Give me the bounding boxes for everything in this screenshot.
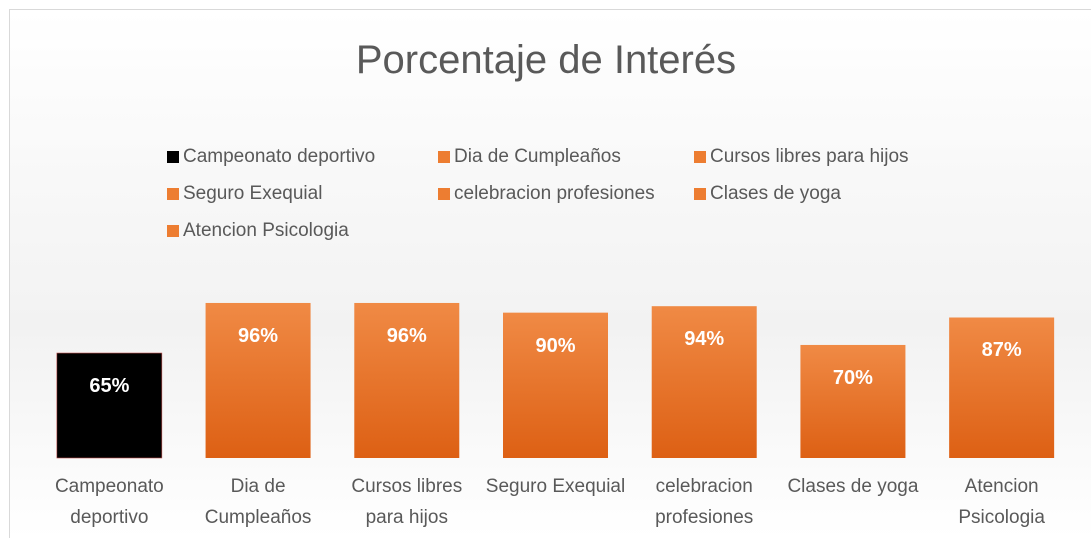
legend-swatch [694, 188, 706, 200]
x-tick-label: Seguro Exequial [485, 476, 626, 497]
bar [56, 352, 163, 459]
legend-label: Dia de Cumpleaños [454, 146, 621, 167]
data-label: 90% [535, 334, 576, 357]
legend-label: celebracion profesiones [454, 183, 655, 204]
x-tick-label: celebracion profesiones [655, 476, 754, 528]
data-label: 96% [386, 324, 427, 347]
bar [949, 317, 1055, 458]
legend-label: Cursos libres para hijos [710, 146, 909, 167]
legend-entry: Campeonato deportivo [167, 146, 375, 168]
bar [651, 306, 757, 458]
x-tick-label: Clases de yoga [787, 476, 919, 497]
x-tick-label: Atencion Psicologia [958, 476, 1045, 528]
data-label: 87% [981, 339, 1022, 362]
legend-swatch [438, 188, 450, 200]
legend-label: Atencion Psicologia [183, 220, 349, 241]
bar [354, 302, 460, 458]
legend-swatch [167, 151, 179, 163]
legend-entry: celebracion profesiones [438, 183, 655, 205]
bar [800, 344, 906, 458]
bar [205, 302, 311, 458]
legend-entry: Cursos libres para hijos [694, 146, 909, 168]
legend-swatch [167, 188, 179, 200]
data-label: 65% [89, 375, 130, 398]
legend-swatch [167, 225, 179, 237]
legend-label: Seguro Exequial [183, 183, 323, 204]
bar [503, 312, 608, 458]
legend-entry: Seguro Exequial [167, 183, 322, 205]
legend-label: Campeonato deportivo [183, 146, 376, 167]
data-label: 70% [832, 366, 873, 389]
legend-entry: Atencion Psicologia [167, 220, 349, 242]
x-tick-label: Cursos libres para hijos [351, 476, 463, 528]
legend-entry: Dia de Cumpleaños [438, 146, 621, 168]
legend-swatch [694, 151, 706, 163]
chart-title: Porcentaje de Interés [355, 38, 737, 82]
data-label: 94% [684, 328, 725, 351]
legend-label: Clases de yoga [710, 183, 841, 204]
legend-entry: Clases de yoga [694, 183, 841, 205]
x-tick-label: Dia de Cumpleaños [204, 476, 312, 528]
legend-swatch [438, 151, 450, 163]
x-tick-label: Campeonato deportivo [54, 476, 164, 528]
data-label: 96% [238, 324, 279, 347]
